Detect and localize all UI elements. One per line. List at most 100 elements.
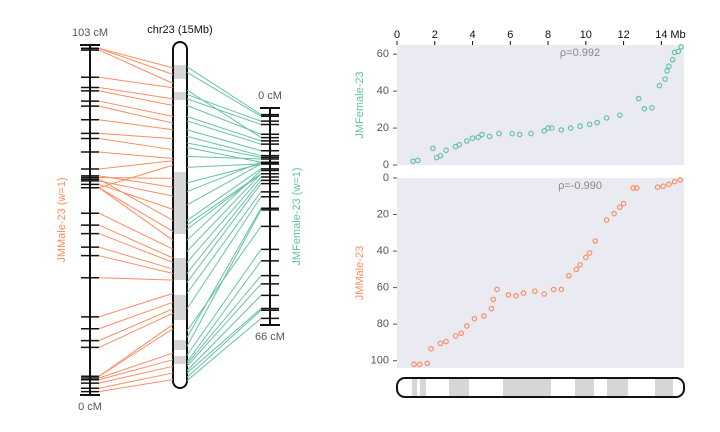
point	[577, 261, 583, 268]
point	[490, 296, 497, 303]
point	[496, 130, 502, 137]
point	[486, 133, 493, 140]
marker-link	[98, 160, 174, 170]
point	[437, 152, 444, 159]
marker-link	[98, 379, 174, 393]
marker-link	[98, 180, 174, 197]
marker-link	[98, 90, 174, 106]
marker-link	[186, 71, 262, 117]
marker-link	[98, 359, 174, 381]
point	[528, 130, 534, 137]
point	[666, 63, 672, 70]
marker-link	[186, 191, 262, 294]
marker-link	[98, 76, 174, 89]
marker-link	[186, 180, 262, 274]
marker-link	[186, 318, 262, 382]
point	[677, 177, 684, 183]
point	[669, 56, 676, 63]
plot-area	[397, 45, 684, 165]
point	[656, 82, 663, 89]
marker-link	[186, 283, 262, 367]
point	[662, 76, 668, 82]
marker-link	[186, 208, 262, 338]
marker-link	[98, 187, 174, 241]
point	[509, 130, 515, 137]
point	[464, 138, 470, 144]
point	[532, 288, 538, 295]
y-axis-label: JMFemale-23	[354, 71, 366, 138]
point	[516, 131, 523, 138]
marker-link	[186, 309, 262, 378]
marker-link	[186, 129, 262, 152]
point	[513, 293, 519, 299]
point	[558, 127, 565, 133]
point	[577, 123, 583, 130]
marker-link	[186, 142, 262, 158]
marker-link	[98, 246, 174, 270]
point	[443, 338, 449, 345]
map-end-label: 0 cM	[258, 90, 282, 102]
point	[617, 204, 623, 211]
point	[603, 217, 610, 223]
marker-link	[186, 275, 262, 365]
point	[464, 323, 470, 329]
point	[411, 361, 417, 368]
y-tick-label: 60	[377, 48, 389, 60]
marker-link	[98, 119, 174, 131]
y-tick-label: 40	[377, 245, 389, 257]
point	[414, 157, 421, 164]
chromosome	[172, 41, 188, 389]
point	[494, 286, 500, 293]
point	[573, 266, 580, 273]
point	[541, 291, 548, 297]
x-tick-label: 10	[580, 29, 592, 41]
x-tick-label: 12	[617, 29, 629, 41]
point	[549, 125, 555, 131]
map-end-label: 103 cM	[72, 27, 108, 39]
point	[541, 128, 548, 134]
marker-link	[98, 151, 174, 160]
point	[620, 200, 627, 207]
point	[586, 250, 593, 256]
y-tick-label: 80	[377, 318, 389, 330]
point	[660, 183, 667, 190]
point	[424, 360, 431, 367]
y-tick-label: 20	[377, 208, 389, 220]
marker-link	[98, 178, 174, 221]
marker-link	[98, 224, 174, 259]
map-label: JMFemale-23 (w=1)	[291, 167, 303, 265]
marker-link	[186, 155, 262, 160]
point	[479, 131, 485, 138]
y-tick-label: 100	[371, 355, 389, 367]
marker-link	[98, 100, 174, 118]
point	[456, 141, 463, 148]
marker-link	[98, 49, 174, 84]
point	[416, 361, 423, 368]
marker-link	[186, 209, 262, 347]
y-tick-label: 60	[377, 282, 389, 294]
point	[664, 68, 670, 74]
marker-link	[186, 135, 262, 157]
point	[635, 95, 642, 102]
point	[505, 292, 512, 298]
point	[586, 121, 593, 128]
point	[641, 105, 648, 112]
point	[649, 104, 655, 111]
marker-link	[98, 175, 174, 188]
point	[566, 272, 572, 279]
marker-link	[186, 173, 262, 230]
point	[678, 44, 684, 50]
point	[452, 333, 459, 339]
point	[443, 147, 449, 154]
point	[592, 238, 599, 244]
marker-link	[98, 47, 174, 75]
point	[617, 112, 623, 118]
marker-link	[98, 137, 174, 151]
point	[458, 330, 464, 337]
chromosome-bands	[174, 65, 673, 396]
marker-link	[98, 86, 174, 100]
point	[567, 125, 574, 131]
marker-link	[98, 187, 174, 232]
